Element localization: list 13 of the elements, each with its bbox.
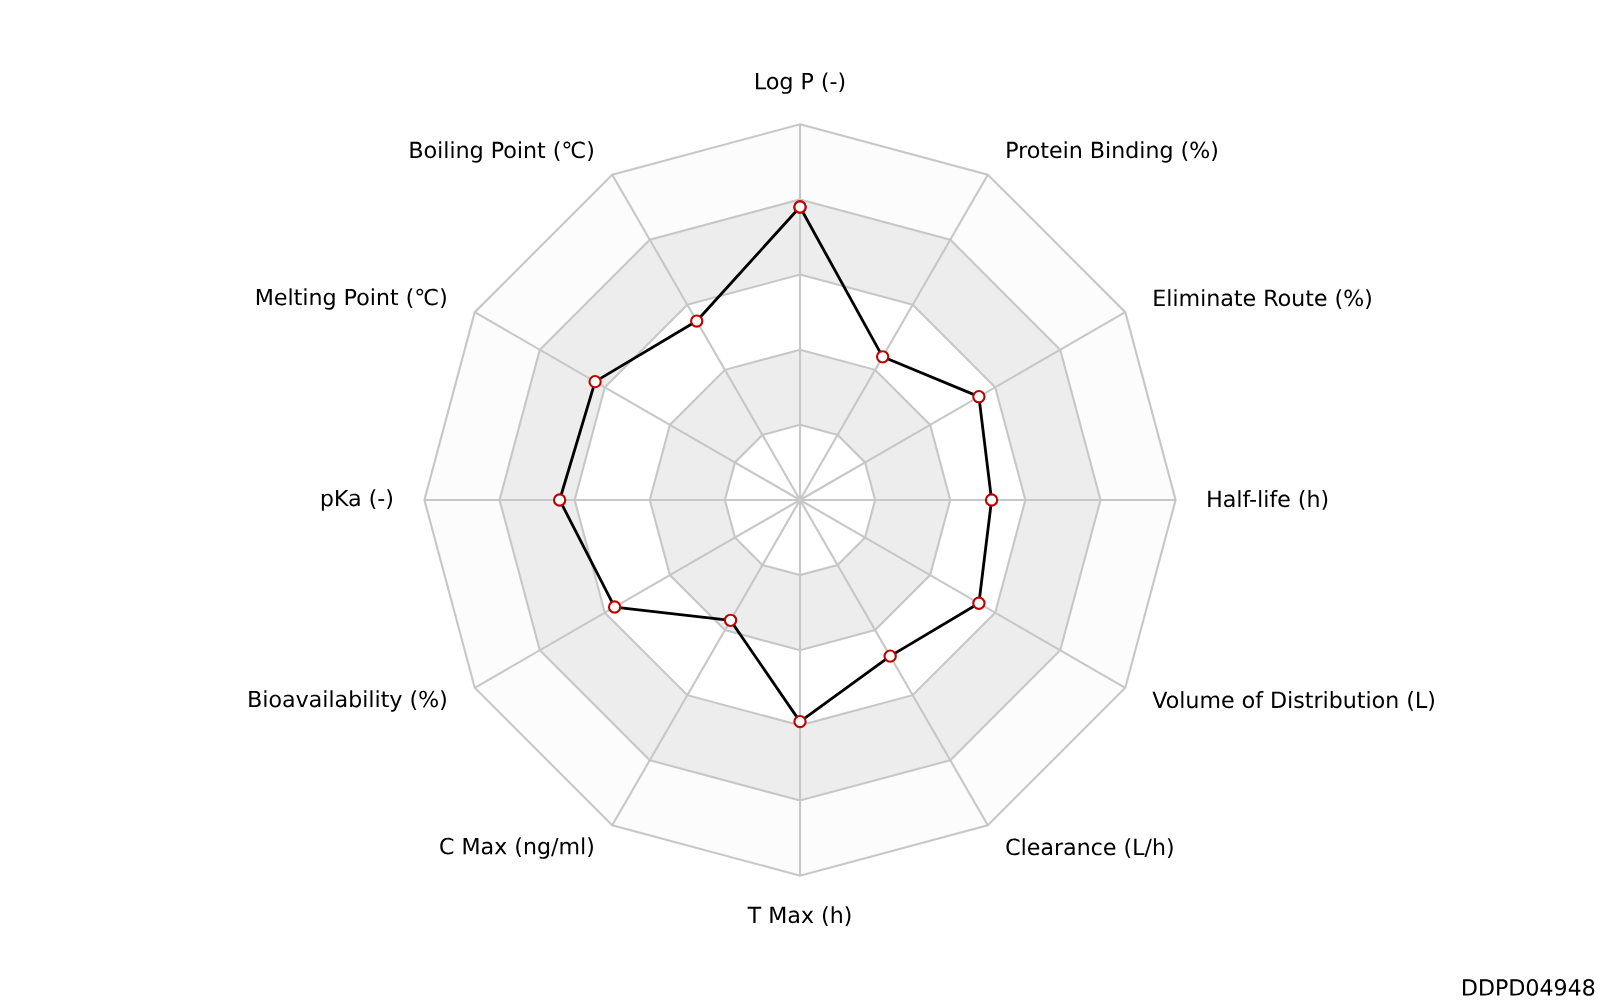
spoke-label: Half-life (h) xyxy=(1208,490,1328,510)
text: DDPD04948 xyxy=(1463,979,1595,996)
spoke-label: Melting Point (℃) xyxy=(256,288,446,310)
spoke-label: pKa (-) xyxy=(321,489,393,511)
spoke-label: Bioavailability (%) xyxy=(249,690,446,712)
spoke-label: C Max (ng/ml) xyxy=(440,837,593,859)
spoke-label: T Max (h) xyxy=(747,906,851,926)
spoke-label: Log P (-) xyxy=(756,72,845,94)
spoke-label: Boiling Point (℃) xyxy=(410,141,593,163)
spoke-label: Eliminate Route (%) xyxy=(1154,289,1371,309)
spoke-label: Clearance (L/h) xyxy=(1006,838,1173,858)
spoke-label: Protein Binding (%) xyxy=(1007,141,1217,163)
spoke-label: Volume of Distribution (L) xyxy=(1152,691,1434,711)
